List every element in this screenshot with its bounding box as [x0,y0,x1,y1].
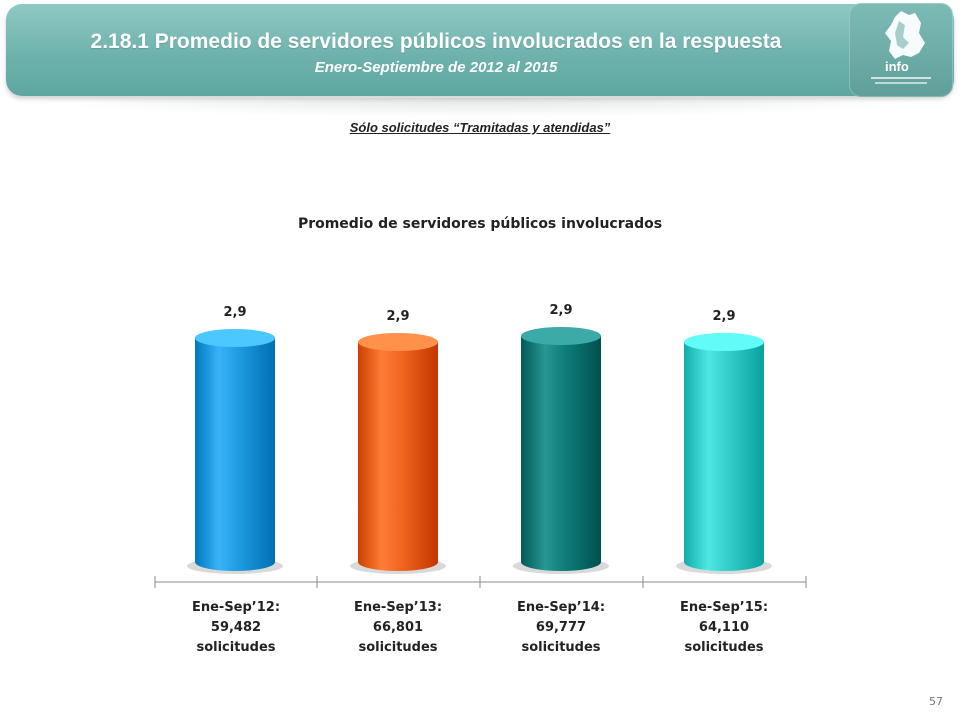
bar-top [195,329,275,347]
category-label: Ene-Sep’14: [517,600,605,615]
bar-top [684,333,764,351]
bar-top [358,333,438,351]
header-banner: 2.18.1 Promedio de servidores públicos i… [6,4,954,96]
category-label: 66,801 [373,620,423,635]
filter-note: Sólo solicitudes “Tramitadas y atendidas… [349,120,611,135]
page-number: 57 [929,695,943,708]
banner-shadow [20,98,940,118]
data-label: 2,9 [712,309,735,324]
category-label: solicitudes [521,640,600,655]
chart-title: Promedio de servidores públicos involucr… [297,216,663,232]
category-label: 64,110 [699,620,749,635]
logo-word: info [885,59,909,74]
data-label: 2,9 [549,303,572,318]
map-logo-icon [871,11,931,84]
category-label: Ene-Sep’15: [680,600,768,615]
bar [521,336,601,571]
category-label: 59,482 [211,620,261,635]
category-label: solicitudes [358,640,437,655]
bar [684,342,764,571]
category-label: solicitudes [196,640,275,655]
data-label: 2,9 [386,309,409,324]
category-label: Ene-Sep’13: [354,600,442,615]
category-label: Ene-Sep’12: [192,600,280,615]
bar [195,338,275,571]
page-title: 2.18.1 Promedio de servidores públicos i… [90,30,782,53]
data-label: 2,9 [223,305,246,320]
bar [358,342,438,571]
bar-top [521,327,601,345]
category-label: solicitudes [684,640,763,655]
category-label: 69,777 [536,620,586,635]
page-subtitle: Enero-Septiembre de 2012 al 2015 [314,59,558,76]
info-logo: info [849,3,953,97]
